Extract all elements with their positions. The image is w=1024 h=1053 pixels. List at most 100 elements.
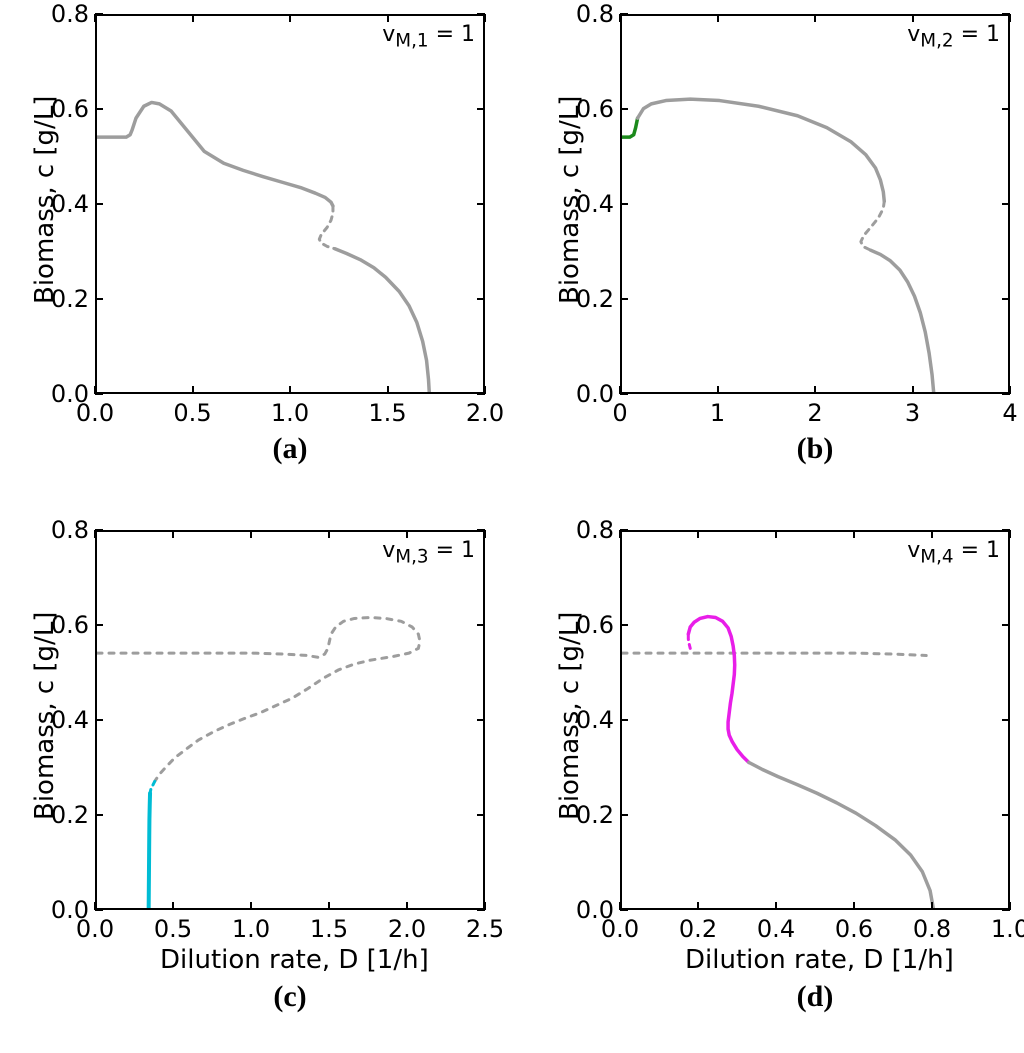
- ytick-right: [477, 108, 485, 110]
- ytick-label: 0.8: [570, 516, 614, 544]
- xtick-label: 1.0: [991, 915, 1024, 943]
- ytick: [620, 393, 628, 395]
- xtick: [387, 386, 389, 394]
- xtick-label: 0.6: [835, 915, 873, 943]
- plot-area-b: [620, 14, 1010, 394]
- ytick-right: [477, 814, 485, 816]
- ylabel-d: Biomass, c [g/L]: [555, 612, 585, 820]
- ytick: [620, 298, 628, 300]
- ytick-right: [1002, 814, 1010, 816]
- ytick: [95, 529, 103, 531]
- xtick-top: [1009, 14, 1011, 22]
- ytick: [95, 814, 103, 816]
- xtick: [814, 386, 816, 394]
- ytick-right: [1002, 719, 1010, 721]
- xtick: [853, 902, 855, 910]
- xtick-top: [387, 14, 389, 22]
- ytick-right: [477, 529, 485, 531]
- plot-area-c: [95, 530, 485, 910]
- ytick-right: [477, 393, 485, 395]
- caption-b: (b): [620, 432, 1010, 466]
- ytick: [620, 624, 628, 626]
- ytick: [95, 719, 103, 721]
- xtick: [717, 386, 719, 394]
- xtick: [192, 386, 194, 394]
- series-b-0: [622, 118, 638, 137]
- xtick-label: 1.5: [368, 399, 406, 427]
- ylabel-c: Biomass, c [g/L]: [30, 612, 60, 820]
- ytick-right: [1002, 624, 1010, 626]
- ytick-right: [1002, 909, 1010, 911]
- figure: 0.00.51.01.52.00.00.20.40.60.8Biomass, c…: [0, 0, 1024, 1053]
- ytick-right: [1002, 529, 1010, 531]
- annotation-a: vM,1 = 1: [365, 22, 475, 51]
- xtick: [328, 902, 330, 910]
- xtick-label: 0.4: [757, 915, 795, 943]
- xtick-label: 4: [1002, 399, 1017, 427]
- xtick-top: [94, 530, 96, 538]
- xtick-label: 1: [710, 399, 725, 427]
- xtick-label: 2: [807, 399, 822, 427]
- xtick-top: [406, 530, 408, 538]
- xtick-top: [1009, 530, 1011, 538]
- ytick: [95, 909, 103, 911]
- xtick-label: 2.0: [466, 399, 504, 427]
- ylabel-a: Biomass, c [g/L]: [30, 96, 60, 304]
- xtick-label: 0.5: [154, 915, 192, 943]
- ytick-right: [1002, 203, 1010, 205]
- ytick: [95, 108, 103, 110]
- series-c-2: [149, 793, 150, 910]
- ytick-right: [1002, 13, 1010, 15]
- xtick-top: [484, 530, 486, 538]
- annotation-d: vM,4 = 1: [890, 538, 1000, 567]
- ytick-label: 0.0: [570, 380, 614, 408]
- ytick: [620, 719, 628, 721]
- series-d-3: [749, 762, 934, 910]
- xtick: [250, 902, 252, 910]
- caption-a: (a): [95, 432, 485, 466]
- xtick-label: 1.0: [271, 399, 309, 427]
- ytick-label: 0.0: [45, 896, 89, 924]
- series-a-2: [335, 249, 430, 394]
- ytick-right: [1002, 298, 1010, 300]
- series-c-0: [97, 618, 420, 782]
- ytick: [95, 298, 103, 300]
- ytick-label: 0.8: [45, 516, 89, 544]
- xtick-top: [94, 14, 96, 22]
- xtick: [775, 902, 777, 910]
- series-a-0: [97, 102, 333, 206]
- ytick-right: [1002, 108, 1010, 110]
- ytick: [620, 13, 628, 15]
- xlabel-d: Dilution rate, D [1/h]: [685, 945, 954, 975]
- ytick: [620, 203, 628, 205]
- plot-area-a: [95, 14, 485, 394]
- ytick-label: 0.8: [570, 0, 614, 28]
- xtick-top: [814, 14, 816, 22]
- xtick-top: [484, 14, 486, 22]
- series-d-1: [688, 634, 690, 648]
- series-d-2: [688, 617, 748, 763]
- xtick-top: [192, 14, 194, 22]
- xtick-top: [717, 14, 719, 22]
- xtick-top: [619, 530, 621, 538]
- xtick-label: 2.0: [388, 915, 426, 943]
- ytick: [620, 814, 628, 816]
- xlabel-c: Dilution rate, D [1/h]: [160, 945, 429, 975]
- xtick-label: 1.0: [232, 915, 270, 943]
- xtick: [289, 386, 291, 394]
- xtick-top: [775, 530, 777, 538]
- caption-c: (c): [95, 980, 485, 1014]
- ytick-right: [1002, 393, 1010, 395]
- chart-svg-b: [622, 16, 1010, 394]
- ytick-label: 0.8: [45, 0, 89, 28]
- plot-area-d: [620, 530, 1010, 910]
- ylabel-b: Biomass, c [g/L]: [555, 96, 585, 304]
- series-d-0: [622, 653, 926, 655]
- xtick-top: [697, 530, 699, 538]
- ytick-right: [477, 298, 485, 300]
- xtick-label: 2.5: [466, 915, 504, 943]
- series-a-1: [319, 206, 335, 249]
- ytick: [620, 108, 628, 110]
- ytick-label: 0.0: [45, 380, 89, 408]
- xtick-label: 3: [905, 399, 920, 427]
